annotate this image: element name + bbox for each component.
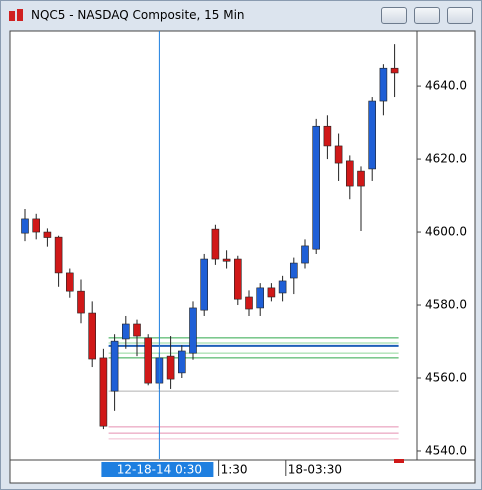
x-tick-label: 18-03:30 — [288, 463, 342, 477]
candle-body — [43, 231, 52, 238]
y-tick-label: 4600.0 — [425, 225, 467, 239]
candle-body — [122, 323, 130, 340]
title-bar: NQC5 - NASDAQ Composite, 15 Min — [1, 1, 481, 29]
y-tick-label: 4580.0 — [425, 298, 467, 312]
app-icon — [9, 9, 23, 21]
candle-body — [144, 337, 152, 384]
candle-body — [345, 160, 354, 187]
candle-body — [368, 100, 377, 170]
candle-body — [88, 312, 96, 360]
candle-body — [222, 258, 231, 262]
y-tick-label: 4640.0 — [425, 79, 467, 93]
candle-body — [390, 67, 399, 74]
candle-body — [357, 170, 365, 187]
candle-body — [323, 125, 332, 147]
candle-body — [211, 228, 220, 260]
candle-body — [66, 272, 74, 292]
window-title: NQC5 - NASDAQ Composite, 15 Min — [31, 8, 245, 22]
candle-body — [301, 245, 309, 264]
candle-body — [256, 287, 264, 309]
candle-body — [312, 125, 321, 250]
candle-body — [189, 307, 197, 354]
close-button[interactable] — [447, 7, 473, 24]
crosshair-label-bg — [101, 462, 214, 477]
candle-body — [77, 290, 85, 314]
candle-body — [334, 145, 343, 164]
candle-body — [21, 218, 29, 234]
candle-body — [54, 236, 63, 274]
x-tick-label: 12-18-14 0:30 — [117, 463, 202, 477]
chart: 4540.0 4560.0 4580.0 4600.0 4620.0 4640.0 12-1… — [9, 30, 476, 484]
candle-body — [32, 218, 41, 233]
candle-body — [379, 67, 388, 102]
candle-body — [245, 296, 253, 310]
candle-body — [133, 323, 141, 337]
y-tick-label: 4620.0 — [425, 152, 467, 166]
candle-body — [234, 258, 242, 300]
candle-body — [166, 355, 175, 380]
candle-body — [200, 258, 208, 311]
last-price-marker — [394, 459, 404, 463]
y-tick-label: 4560.0 — [425, 370, 467, 384]
restore-button[interactable] — [414, 7, 440, 24]
minimize-button[interactable] — [381, 7, 407, 24]
candle-body — [99, 357, 108, 427]
y-tick-label: 4540.0 — [425, 443, 467, 457]
chart-frame — [9, 30, 476, 484]
candle-body — [178, 350, 186, 374]
candle-body — [267, 287, 276, 298]
x-tick-label: 1:30 — [221, 463, 248, 477]
candle-body — [278, 280, 287, 294]
candle-body — [289, 262, 298, 279]
candle-body — [110, 340, 119, 392]
